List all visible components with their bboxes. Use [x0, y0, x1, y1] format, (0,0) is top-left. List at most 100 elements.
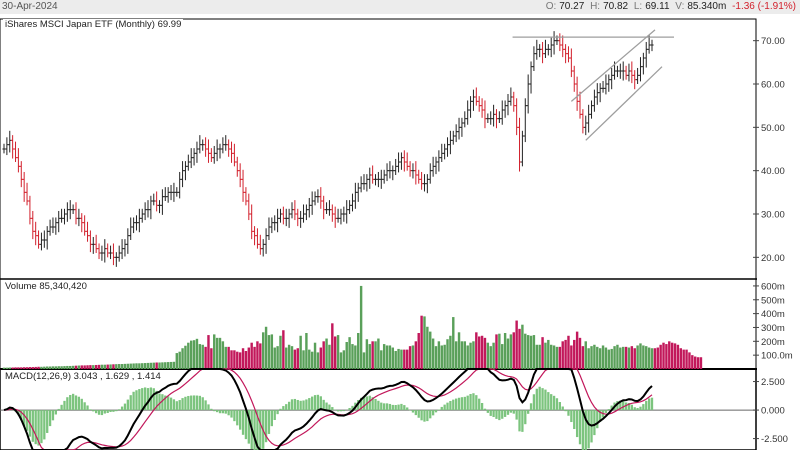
volume-bar: [506, 338, 510, 369]
macd-histogram-bar: [498, 410, 501, 421]
volume-bar: [587, 348, 590, 369]
macd-histogram-bar: [92, 410, 95, 412]
volume-bar: [411, 345, 415, 369]
volume-bar: [267, 335, 271, 369]
macd-histogram-bar: [69, 394, 72, 411]
volume-bar: [333, 336, 337, 369]
volume-bar: [682, 349, 685, 369]
volume-bar: [305, 333, 308, 369]
volume-bar: [359, 285, 363, 369]
volume-bar: [440, 345, 443, 369]
volume-bar: [92, 365, 95, 369]
macd-histogram-bar: [532, 394, 536, 411]
volume-bar: [521, 324, 524, 369]
volume-bar: [365, 339, 369, 369]
volume-bar: [688, 352, 691, 369]
volume-bar: [676, 344, 680, 369]
trendlines: [512, 29, 674, 141]
volume-bar: [287, 344, 291, 369]
macd-histogram-bar: [486, 410, 489, 413]
volume-bar: [558, 346, 562, 369]
volume-bar: [382, 344, 386, 369]
volume-bar: [696, 357, 700, 369]
macd-histogram-bar: [645, 400, 648, 411]
volume-bar: [138, 363, 141, 369]
macd-histogram-bar: [455, 398, 458, 411]
volume-bar: [224, 346, 227, 369]
volume-panel-title: Volume 85,340,420: [3, 281, 89, 293]
macd-histogram-bar: [578, 410, 582, 445]
volume-bar: [207, 335, 210, 369]
volume-bar: [549, 344, 553, 369]
volume-bar: [394, 351, 397, 369]
volume-bar: [97, 364, 101, 369]
macd-histogram-bar: [256, 410, 259, 450]
volume-bar: [129, 363, 132, 369]
volume-bar: [656, 347, 659, 369]
macd-histogram-bar: [610, 405, 613, 411]
volume-bar: [244, 351, 248, 369]
volume-bar: [512, 332, 515, 369]
macd-histogram-bar: [155, 390, 158, 411]
macd-histogram-bar: [573, 410, 576, 430]
macd-histogram-bar: [423, 410, 426, 422]
macd-histogram-bar: [550, 394, 553, 411]
macd-histogram-bar: [282, 406, 285, 411]
macd-histogram-bar: [599, 410, 602, 422]
volume-bar: [143, 363, 147, 369]
volume-bar: [77, 365, 81, 369]
macd-histogram-bar: [406, 407, 409, 411]
macd-histogram-bar: [89, 409, 92, 411]
macd-histogram-bar: [230, 410, 233, 418]
macd-histogram-bar: [325, 402, 328, 411]
macd-histogram-bar: [97, 410, 101, 415]
macd-histogram-bar: [95, 410, 98, 414]
macd-histogram-bar: [190, 395, 193, 411]
volume-bar: [552, 345, 556, 369]
macd-histogram-bar: [647, 398, 651, 411]
macd-histogram-bar: [63, 400, 66, 411]
volume-bar: [604, 347, 608, 369]
volume-bar: [662, 342, 665, 369]
volume-bar: [420, 315, 423, 369]
volume-bar: [285, 347, 288, 369]
volume-bar: [486, 342, 490, 369]
macd-histogram-bar: [239, 410, 242, 430]
macd-histogram-bar: [650, 397, 654, 411]
volume-bar: [573, 339, 576, 369]
macd-histogram-bar: [181, 398, 184, 411]
volume-bar: [575, 331, 579, 369]
volume-bar: [665, 344, 668, 369]
volume-bar: [457, 332, 461, 369]
volume-label: V:: [675, 1, 685, 12]
macd-histogram-bar: [23, 410, 26, 427]
macd-histogram-bar: [267, 410, 271, 434]
chart-area[interactable]: 70.00 60.00 50.00 40.00 30.00 20.00 600m 500m 40…: [0, 14, 800, 450]
volume-bar: [215, 337, 219, 369]
volume-bar: [336, 335, 340, 369]
volume-bar: [616, 344, 619, 369]
macd-histogram-bar: [518, 410, 521, 432]
volume-bar: [501, 344, 504, 369]
volume-bar: [362, 352, 366, 369]
macd-histogram-bar: [227, 410, 230, 416]
volume-bar: [172, 361, 176, 369]
volume-bar: [578, 337, 582, 369]
volume-bar: [270, 334, 274, 369]
volume-bar: [426, 326, 429, 369]
macd-histogram-bar: [311, 396, 314, 411]
volume-bar: [161, 362, 164, 369]
volume-bar: [495, 334, 498, 369]
macd-histogram-bar: [420, 410, 423, 421]
price-panel-frame: [0, 18, 757, 280]
volume-bar: [377, 338, 380, 369]
volume-bar: [627, 347, 631, 369]
macd-histogram-bar: [161, 394, 164, 411]
volume-bar: [276, 346, 279, 369]
volume-bar: [452, 317, 455, 369]
volume-bar: [227, 346, 230, 369]
macd-histogram-bar: [80, 398, 83, 411]
volume-bar: [532, 335, 536, 369]
volume-bar: [630, 346, 634, 369]
volume-bar: [253, 346, 256, 369]
